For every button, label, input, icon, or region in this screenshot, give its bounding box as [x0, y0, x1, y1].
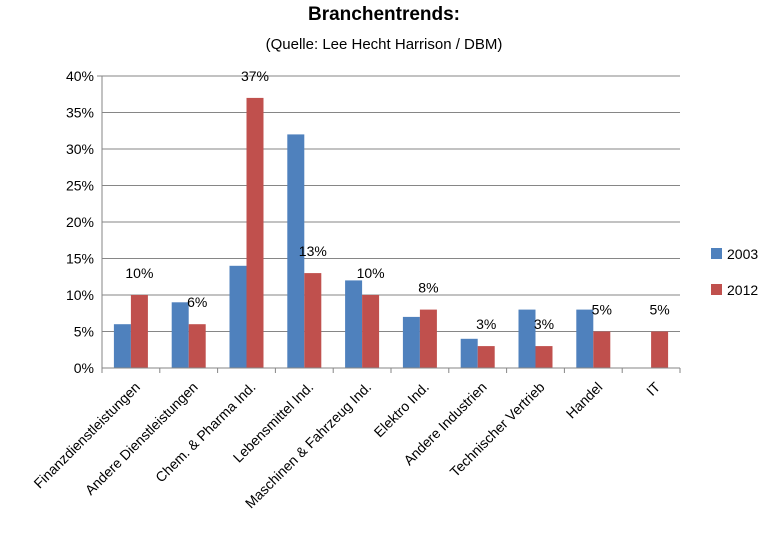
- bar-2012: [593, 331, 611, 368]
- data-label: 3%: [476, 316, 496, 332]
- y-tick-label: 15%: [66, 251, 94, 267]
- legend-swatch: [711, 248, 722, 259]
- bar-2003: [576, 309, 594, 368]
- bar-2003: [171, 302, 189, 368]
- bar-2012: [651, 331, 669, 368]
- bar-2003: [460, 338, 478, 368]
- data-label: 5%: [592, 302, 612, 318]
- bar-2012: [477, 346, 495, 368]
- y-tick-label: 35%: [66, 105, 94, 121]
- data-label: 13%: [299, 243, 327, 259]
- bar-2003: [345, 280, 363, 368]
- data-label: 5%: [649, 302, 669, 318]
- data-label: 8%: [418, 280, 438, 296]
- bar-2003: [518, 309, 536, 368]
- bar-2003: [287, 134, 305, 368]
- x-category-label: Andere Dienstleistungen: [82, 379, 201, 498]
- bar-2012: [535, 346, 553, 368]
- data-label: 3%: [534, 316, 554, 332]
- chart-subtitle: (Quelle: Lee Hecht Harrison / DBM): [266, 36, 503, 53]
- bar-2012: [246, 97, 264, 369]
- y-tick-label: 10%: [66, 287, 94, 303]
- y-tick-label: 30%: [66, 141, 94, 157]
- x-category-label: Handel: [563, 379, 606, 422]
- y-tick-label: 5%: [74, 324, 94, 340]
- legend-swatch: [711, 284, 722, 295]
- x-category-label: Technischer Vertrieb: [447, 379, 548, 480]
- bar-2012: [362, 295, 380, 368]
- legend-label: 2012: [727, 282, 758, 298]
- x-category-label: Maschinen & Fahrzeug Ind.: [242, 379, 374, 511]
- y-tick-label: 40%: [66, 68, 94, 84]
- y-tick-label: 20%: [66, 214, 94, 230]
- data-label: 37%: [241, 68, 269, 84]
- bar-2003: [229, 265, 247, 368]
- bar-2012: [188, 324, 206, 368]
- data-label: 10%: [357, 265, 385, 281]
- x-category-label: Elektro Ind.: [371, 379, 432, 440]
- chart-title: Branchentrends:: [308, 4, 460, 25]
- data-label: 6%: [187, 294, 207, 310]
- bar-2012: [419, 309, 437, 368]
- x-category-label: Chem. & Pharma Ind.: [152, 379, 259, 486]
- data-label: 10%: [125, 265, 153, 281]
- y-tick-label: 0%: [74, 360, 94, 376]
- bar-2003: [402, 316, 420, 368]
- bar-2012: [130, 295, 148, 368]
- y-tick-label: 25%: [66, 178, 94, 194]
- bar-2012: [304, 273, 322, 368]
- bar-2003: [113, 324, 131, 368]
- x-category-label: Finanzdienstleistungen: [30, 379, 143, 492]
- x-category-label: IT: [643, 378, 663, 398]
- legend-label: 2003: [727, 246, 758, 262]
